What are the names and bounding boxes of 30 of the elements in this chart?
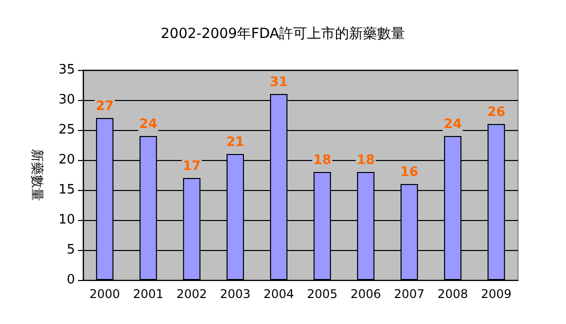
x-tick-label: 2004 <box>263 287 294 301</box>
data-label: 18 <box>356 153 375 168</box>
data-label: 16 <box>400 165 418 180</box>
x-tick-label: 2003 <box>220 287 251 301</box>
x-tick-label: 2001 <box>132 287 164 301</box>
chart-title: 2002-2009年FDA許可上市的新藥數量 <box>160 26 406 42</box>
y-tick-label: 35 <box>58 62 75 78</box>
data-label: 17 <box>182 159 201 174</box>
x-tick-label: 2006 <box>350 287 382 301</box>
y-tick-label: 30 <box>58 92 75 108</box>
x-tick-label: 2000 <box>89 287 120 301</box>
x-tick-label: 2007 <box>394 287 425 301</box>
y-tick-label: 0 <box>66 272 75 288</box>
data-label: 24 <box>139 117 158 132</box>
x-tick-label: 2009 <box>480 287 512 301</box>
x-tick-label: 2008 <box>437 287 468 301</box>
y-axis-title: 新藥數量 <box>29 149 44 201</box>
x-tick-label: 2002 <box>176 287 208 301</box>
y-tick-label: 15 <box>58 182 75 198</box>
data-label: 26 <box>487 105 506 120</box>
y-tick-label: 10 <box>58 212 75 228</box>
y-tick-label: 25 <box>58 122 75 138</box>
data-label: 24 <box>444 117 462 132</box>
data-label: 21 <box>226 135 244 150</box>
data-label: 18 <box>313 153 332 168</box>
y-tick-label: 20 <box>58 152 75 168</box>
data-label: 27 <box>96 99 114 114</box>
x-tick-label: 2005 <box>306 287 338 301</box>
y-tick-label: 5 <box>66 242 75 258</box>
data-label: 31 <box>270 75 288 90</box>
